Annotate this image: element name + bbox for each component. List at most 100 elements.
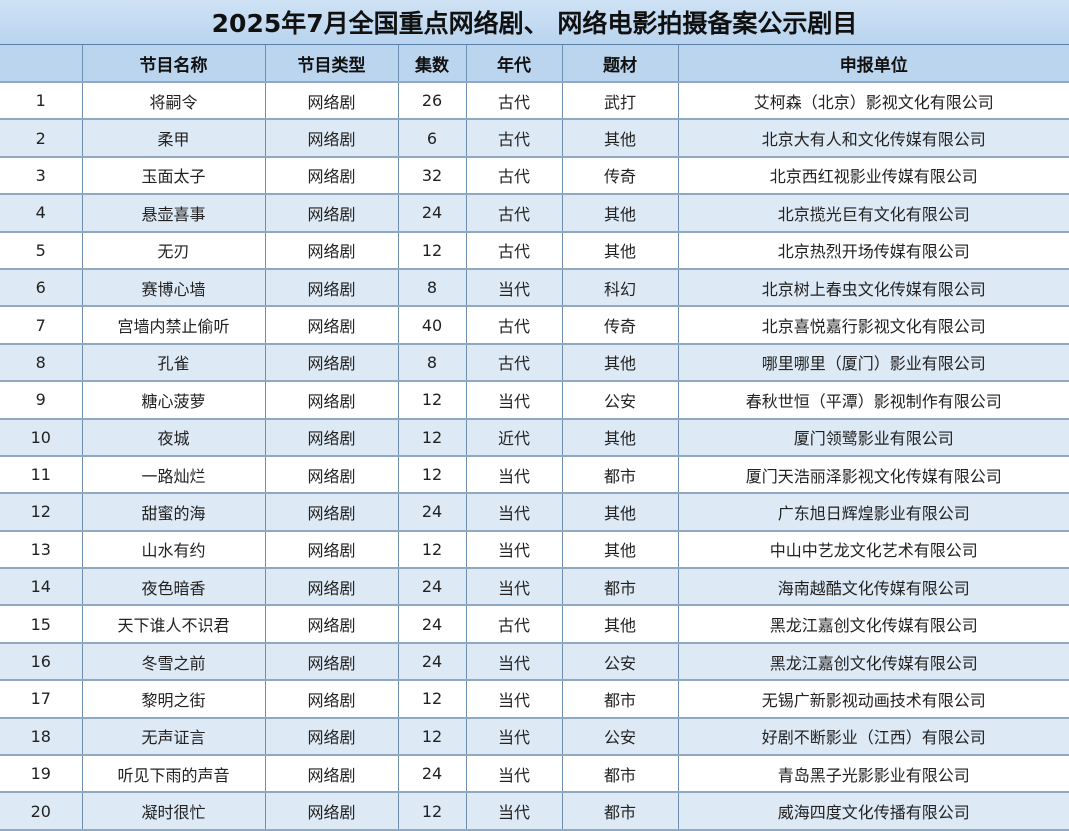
episode-count: 40: [397, 306, 466, 345]
row-index: 10: [0, 418, 82, 457]
row-index: 16: [0, 642, 82, 682]
table-row: 14 夜色暗香 网络剧 24 当代 都市 海南越酷文化传媒有限公司: [0, 568, 1069, 607]
program-name: 无声证言: [81, 717, 265, 757]
era: 古代: [465, 82, 562, 121]
program-type: 网络剧: [264, 156, 398, 196]
row-index: 7: [0, 306, 82, 345]
row-index: 18: [0, 717, 82, 757]
era: 当代: [465, 680, 562, 719]
program-type: 网络剧: [264, 343, 398, 383]
table-row: 6 赛博心墙 网络剧 8 当代 科幻 北京树上春虫文化传媒有限公司: [0, 268, 1069, 308]
genre: 公安: [561, 381, 678, 420]
episode-count: 12: [397, 455, 466, 495]
program-name: 宫墙内禁止偷听: [81, 306, 265, 345]
col-header-name: 节目名称: [81, 45, 265, 83]
row-index: 1: [0, 82, 82, 121]
row-index: 15: [0, 605, 82, 644]
program-name: 山水有约: [81, 530, 265, 570]
row-index: 9: [0, 381, 82, 420]
genre: 传奇: [561, 306, 678, 345]
genre: 其他: [561, 493, 678, 532]
row-index: 6: [0, 268, 82, 308]
episode-count: 24: [397, 755, 466, 794]
col-header-index: [0, 45, 82, 83]
filing-table: 节目名称 节目类型 集数 年代 题材 申报单位 1 将嗣令 网络剧 26 古代 武打 艾柯森…: [0, 45, 1069, 831]
company: 厦门天浩丽泽影视文化传媒有限公司: [677, 455, 1069, 495]
row-index: 5: [0, 231, 82, 270]
program-type: 网络剧: [264, 418, 398, 457]
row-index: 19: [0, 755, 82, 794]
program-name: 糖心菠萝: [81, 381, 265, 420]
episode-count: 12: [397, 418, 466, 457]
episode-count: 24: [397, 194, 466, 233]
row-index: 11: [0, 455, 82, 495]
episode-count: 6: [397, 119, 466, 158]
table-row: 2 柔甲 网络剧 6 古代 其他 北京大有人和文化传媒有限公司: [0, 119, 1069, 158]
company: 好剧不断影业（江西）有限公司: [677, 717, 1069, 757]
table-row: 9 糖心菠萝 网络剧 12 当代 公安 春秋世恒（平潭）影视制作有限公司: [0, 381, 1069, 420]
genre: 都市: [561, 455, 678, 495]
era: 古代: [465, 306, 562, 345]
table-row: 4 悬壶喜事 网络剧 24 古代 其他 北京揽光巨有文化有限公司: [0, 194, 1069, 233]
genre: 武打: [561, 82, 678, 121]
table-row: 10 夜城 网络剧 12 近代 其他 厦门领鹭影业有限公司: [0, 418, 1069, 457]
program-type: 网络剧: [264, 119, 398, 158]
program-type: 网络剧: [264, 194, 398, 233]
row-index: 12: [0, 493, 82, 532]
table-row: 15 天下谁人不识君 网络剧 24 古代 其他 黑龙江嘉创文化传媒有限公司: [0, 605, 1069, 644]
era: 古代: [465, 231, 562, 270]
company: 黑龙江嘉创文化传媒有限公司: [677, 642, 1069, 682]
era: 当代: [465, 455, 562, 495]
company: 北京热烈开场传媒有限公司: [677, 231, 1069, 270]
program-name: 甜蜜的海: [81, 493, 265, 532]
program-name: 冬雪之前: [81, 642, 265, 682]
genre: 都市: [561, 792, 678, 831]
table-row: 16 冬雪之前 网络剧 24 当代 公安 黑龙江嘉创文化传媒有限公司: [0, 642, 1069, 682]
program-name: 柔甲: [81, 119, 265, 158]
row-index: 8: [0, 343, 82, 383]
page-title: 2025年7月全国重点网络剧、 网络电影拍摄备案公示剧目: [0, 0, 1069, 45]
genre: 其他: [561, 605, 678, 644]
row-index: 14: [0, 568, 82, 607]
table-row: 12 甜蜜的海 网络剧 24 当代 其他 广东旭日辉煌影业有限公司: [0, 493, 1069, 532]
era: 当代: [465, 493, 562, 532]
company: 青岛黑子光影影业有限公司: [677, 755, 1069, 794]
program-name: 将嗣令: [81, 82, 265, 121]
program-type: 网络剧: [264, 755, 398, 794]
genre: 公安: [561, 717, 678, 757]
company: 无锡广新影视动画技术有限公司: [677, 680, 1069, 719]
program-type: 网络剧: [264, 231, 398, 270]
row-index: 4: [0, 194, 82, 233]
col-header-era: 年代: [465, 45, 562, 83]
header-row: 节目名称 节目类型 集数 年代 题材 申报单位: [0, 45, 1069, 83]
company: 黑龙江嘉创文化传媒有限公司: [677, 605, 1069, 644]
row-index: 2: [0, 119, 82, 158]
company: 北京喜悦嘉行影视文化有限公司: [677, 306, 1069, 345]
era: 当代: [465, 268, 562, 308]
program-type: 网络剧: [264, 306, 398, 345]
company: 北京西红视影业传媒有限公司: [677, 156, 1069, 196]
program-type: 网络剧: [264, 381, 398, 420]
program-name: 悬壶喜事: [81, 194, 265, 233]
era: 古代: [465, 156, 562, 196]
program-type: 网络剧: [264, 792, 398, 831]
program-name: 玉面太子: [81, 156, 265, 196]
row-index: 17: [0, 680, 82, 719]
program-type: 网络剧: [264, 455, 398, 495]
company: 威海四度文化传播有限公司: [677, 792, 1069, 831]
col-header-company: 申报单位: [677, 45, 1069, 83]
genre: 科幻: [561, 268, 678, 308]
era: 古代: [465, 343, 562, 383]
program-name: 无刃: [81, 231, 265, 270]
era: 当代: [465, 792, 562, 831]
episode-count: 24: [397, 605, 466, 644]
episode-count: 12: [397, 680, 466, 719]
era: 当代: [465, 717, 562, 757]
row-index: 13: [0, 530, 82, 570]
episode-count: 12: [397, 231, 466, 270]
episode-count: 12: [397, 530, 466, 570]
company: 中山中艺龙文化艺术有限公司: [677, 530, 1069, 570]
episode-count: 26: [397, 82, 466, 121]
row-index: 20: [0, 792, 82, 831]
company: 春秋世恒（平潭）影视制作有限公司: [677, 381, 1069, 420]
